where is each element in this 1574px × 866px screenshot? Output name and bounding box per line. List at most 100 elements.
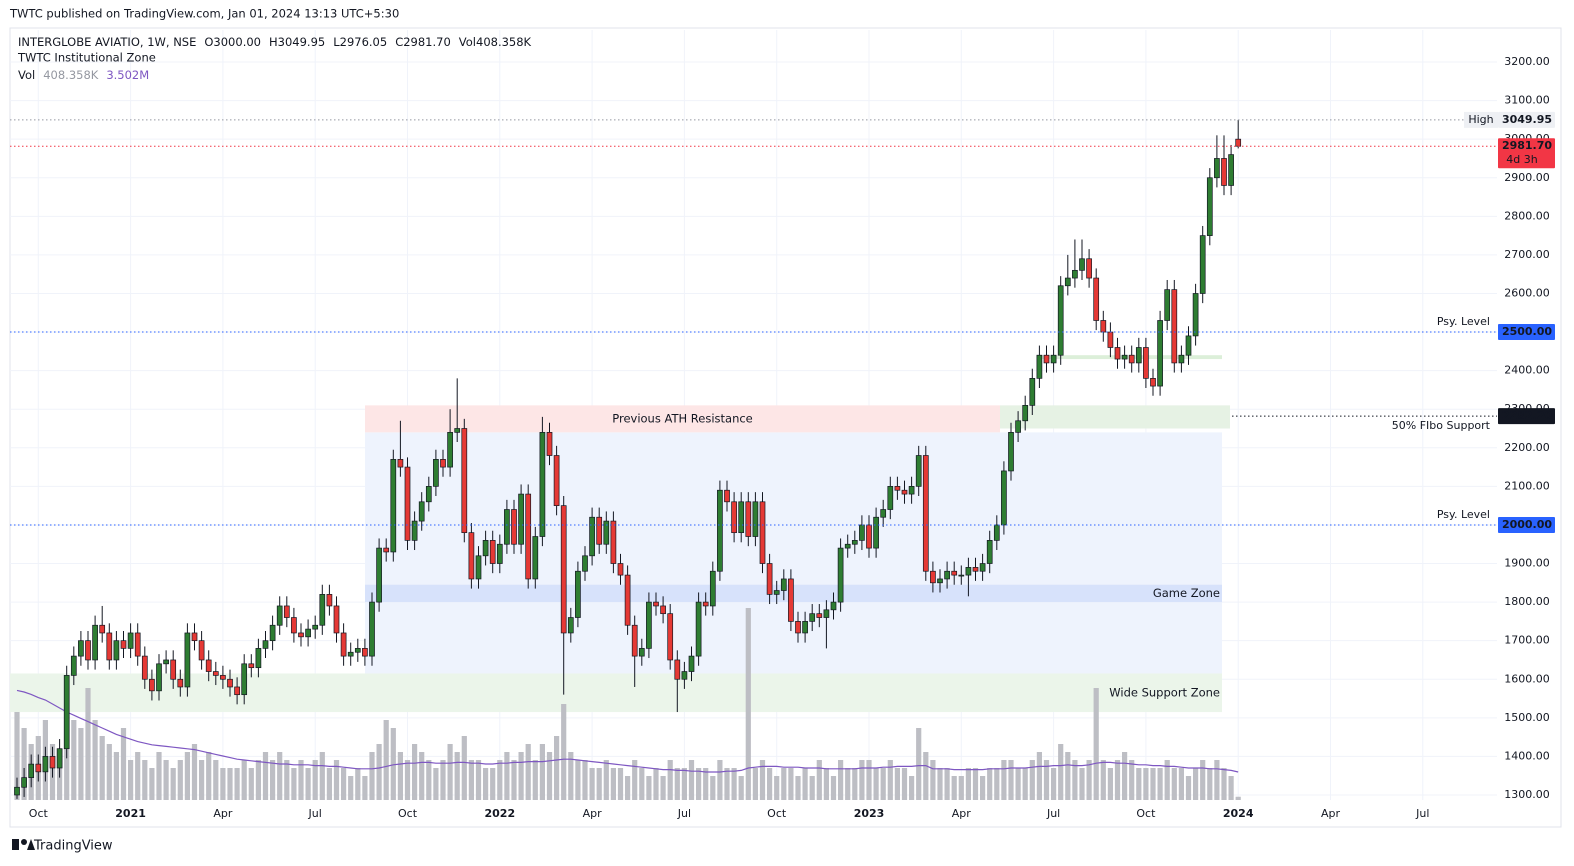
countdown: 4d 3h [1506,153,1537,166]
candle-body [85,640,91,661]
volume-bar [717,760,723,800]
volume-bar [823,768,829,800]
candle-body [567,617,574,634]
volume-bar [1001,760,1007,800]
volume-bar [944,768,950,800]
volume-bar [688,760,695,800]
volume-bar [1008,760,1014,800]
candle-body [369,601,375,657]
candle-body [1157,320,1163,387]
candle-body [1093,277,1100,321]
volume-bar [404,760,411,800]
volume-bar [625,776,631,800]
legend-value: 2976.05 [340,35,388,49]
price-tag-label: 3049.95 [1502,113,1552,126]
volume-bar [610,768,616,800]
x-tick-label: Apr [952,807,972,820]
x-tick-label: Oct [767,807,787,820]
volume-legend: Vol 408.358K 3.502M [18,68,149,82]
price-tag-label: 2000.00 [1502,518,1552,531]
y-tick-label: 2400.00 [1504,364,1550,377]
candle-body [291,617,297,634]
y-tick-label: 1400.00 [1504,749,1550,762]
candle-body [113,640,120,661]
volume-bar [731,768,737,800]
level-name: 50% FIbo Support [1392,419,1491,432]
price-tag-label: 2500.00 [1502,325,1552,338]
candle-body [1214,158,1220,179]
candle-body [1036,354,1043,379]
volume-bar [149,768,155,800]
candle-body [802,621,808,634]
volume-bar [816,760,822,800]
volume-bar [980,776,986,800]
candle-body [575,570,581,618]
volume-bar [852,768,858,800]
candle-body [1057,285,1064,356]
candle-body [1206,177,1213,236]
candle-body [333,605,340,634]
volume-bar [447,744,453,800]
volume-bar [859,760,865,800]
legend-key: L [333,35,340,49]
candle-body [234,686,240,696]
volume-bar [1207,768,1213,800]
volume-bar [674,768,680,800]
volume-bar [78,728,84,800]
volume-bar [483,768,489,800]
candle-body [397,459,404,468]
volume-bar [461,736,467,800]
volume-ma-value: 3.502M [106,68,149,82]
volume-bar [909,776,915,800]
volume-bar [1093,688,1099,800]
volume-bar [120,728,127,800]
candle-body [411,520,418,541]
volume-bar [632,760,638,800]
volume-ma-line [16,689,1239,773]
candle-body [482,540,489,557]
volume-bar [696,768,702,800]
volume-bar [1157,768,1163,800]
x-tick-label: 2021 [115,807,146,820]
volume-bar [106,744,112,800]
volume-bar [433,768,439,800]
volume-bar [866,760,872,800]
candle-body [745,501,752,537]
candle-body [518,493,524,545]
footer-brand: TradingView [33,839,113,854]
candle-body [717,489,723,572]
candle-body [134,632,141,657]
candle-body [326,594,333,607]
volume-bar [582,760,588,800]
volume-bar [284,760,290,800]
candle-body [809,613,816,622]
candle-body [851,540,858,545]
volume-bar [1036,752,1042,800]
volume-bar [546,752,553,800]
candle-body [177,678,184,688]
zone [1000,405,1230,429]
volume-bar [277,752,283,800]
volume-bar [270,760,276,800]
candle-body [504,509,510,545]
candle-body [873,516,879,549]
candle-body [1029,378,1036,406]
volume-bar [1164,760,1170,800]
volume-bar [326,768,332,800]
volume-bar [1029,760,1035,800]
candle-body [667,613,674,661]
y-tick-label: 1300.00 [1504,788,1550,801]
candle-body [1185,335,1192,356]
candle-body [1114,347,1121,360]
volume-bar [291,768,297,800]
candle-body [560,505,567,634]
price-tag [1498,138,1555,169]
candle-body [1072,269,1078,279]
candle-body [1178,354,1185,364]
volume-bar [1065,752,1071,800]
level-name-tag [1464,111,1498,128]
candle-body [901,489,908,495]
candle-body [752,501,759,537]
candle-body [908,486,915,495]
